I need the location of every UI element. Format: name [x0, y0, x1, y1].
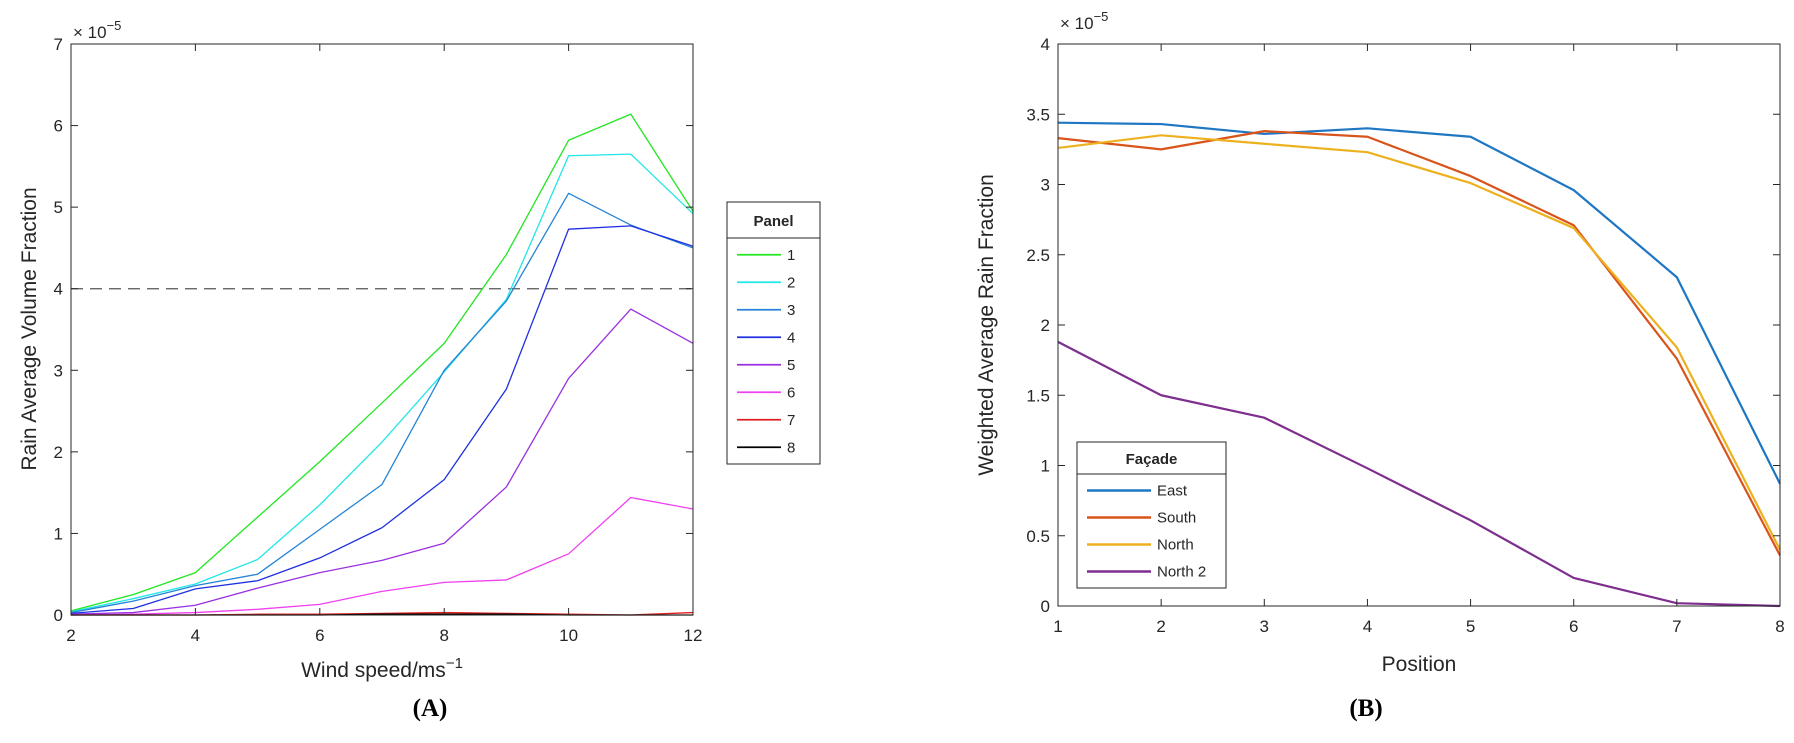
y-tick-label: 0	[54, 606, 63, 625]
legend-box	[726, 201, 821, 465]
panel-label: (B)	[1349, 695, 1382, 722]
series-line-5	[70, 308, 694, 615]
legend-entry-label: 8	[787, 439, 795, 456]
x-axis-label: Wind speed/ms−1	[301, 655, 463, 682]
legend-entry-label: 4	[787, 329, 795, 346]
x-tick-label: 10	[559, 626, 578, 645]
x-tick-label: 4	[191, 626, 200, 645]
series-line-1	[70, 113, 694, 612]
legend-entry-label: 5	[787, 357, 795, 374]
x-tick-label: 1	[1053, 617, 1062, 636]
y-axis-label: Weighted Average Rain Fraction	[975, 174, 998, 476]
series-line-east	[1057, 121, 1781, 485]
x-tick-label: 5	[1466, 617, 1475, 636]
series-line-north	[1057, 134, 1781, 551]
y-axis-label: Rain Average Volume Fraction	[18, 187, 41, 470]
legend-entry-label: North 2	[1157, 564, 1206, 581]
x-tick-label: 4	[1363, 617, 1372, 636]
plot-area	[71, 44, 693, 615]
axes-frame	[70, 43, 694, 616]
y-tick-label: 0.5	[1026, 527, 1050, 546]
y-tick-label: 1.5	[1026, 386, 1050, 405]
legend-entry-label: North	[1157, 537, 1194, 554]
y-tick-label: 6	[54, 117, 63, 136]
legend-entry-label: South	[1157, 510, 1196, 527]
x-tick-label: 7	[1672, 617, 1681, 636]
x-tick-label: 12	[684, 626, 703, 645]
x-tick-label: 6	[315, 626, 324, 645]
y-tick-label: 3.5	[1026, 105, 1050, 124]
legend-entry-label: East	[1157, 483, 1188, 500]
y-tick-label: 0	[1041, 597, 1050, 616]
y-tick-label: 1	[1041, 457, 1050, 476]
y-tick-label: 3	[54, 361, 63, 380]
series-line-2	[70, 153, 694, 613]
chart-b: 1 2 3 4 5 6 7 8 0 0.5 1 1.5 2 2.5 3 3.5 4 × 10−5 Position W…	[975, 9, 1785, 722]
y-tick-label: 2	[54, 443, 63, 462]
legend-box	[1076, 441, 1227, 589]
exponent-label: × 10−5	[73, 18, 121, 42]
exponent-label: × 10−5	[1060, 9, 1108, 33]
legend-entry-label: 2	[787, 274, 795, 291]
x-tick-label: 8	[439, 626, 448, 645]
y-tick-label: 2.5	[1026, 246, 1050, 265]
x-tick-label: 2	[66, 626, 75, 645]
y-tick-label: 7	[54, 35, 63, 54]
legend-title: Façade	[1126, 451, 1178, 468]
series-line-south	[1057, 130, 1781, 556]
y-tick-label: 5	[54, 198, 63, 217]
x-tick-label: 3	[1260, 617, 1269, 636]
y-tick-label: 4	[1041, 35, 1050, 54]
legend-entry-label: 1	[787, 247, 795, 264]
panel-label: (A)	[413, 695, 448, 722]
legend-entry-label: 3	[787, 302, 795, 319]
legend: Façade East South North North 2	[1076, 441, 1227, 589]
y-tick-label: 2	[1041, 316, 1050, 335]
x-axis-label: Position	[1382, 653, 1457, 676]
legend-entry-label: 6	[787, 384, 795, 401]
series-line-6	[70, 496, 694, 616]
legend-entry-label: 7	[787, 412, 795, 429]
y-tick-label: 4	[54, 280, 63, 299]
x-tick-label: 2	[1156, 617, 1165, 636]
x-tick-label: 6	[1569, 617, 1578, 636]
legend: Panel 1 2 3 4 5 6 7 8	[726, 201, 821, 465]
y-tick-label: 3	[1041, 176, 1050, 195]
x-tick-label: 8	[1775, 617, 1784, 636]
series-line-north-2	[1057, 340, 1781, 608]
y-tick-label: 1	[54, 524, 63, 543]
legend-title: Panel	[753, 213, 793, 230]
series-line-3	[70, 192, 694, 614]
series-line-4	[70, 225, 694, 615]
